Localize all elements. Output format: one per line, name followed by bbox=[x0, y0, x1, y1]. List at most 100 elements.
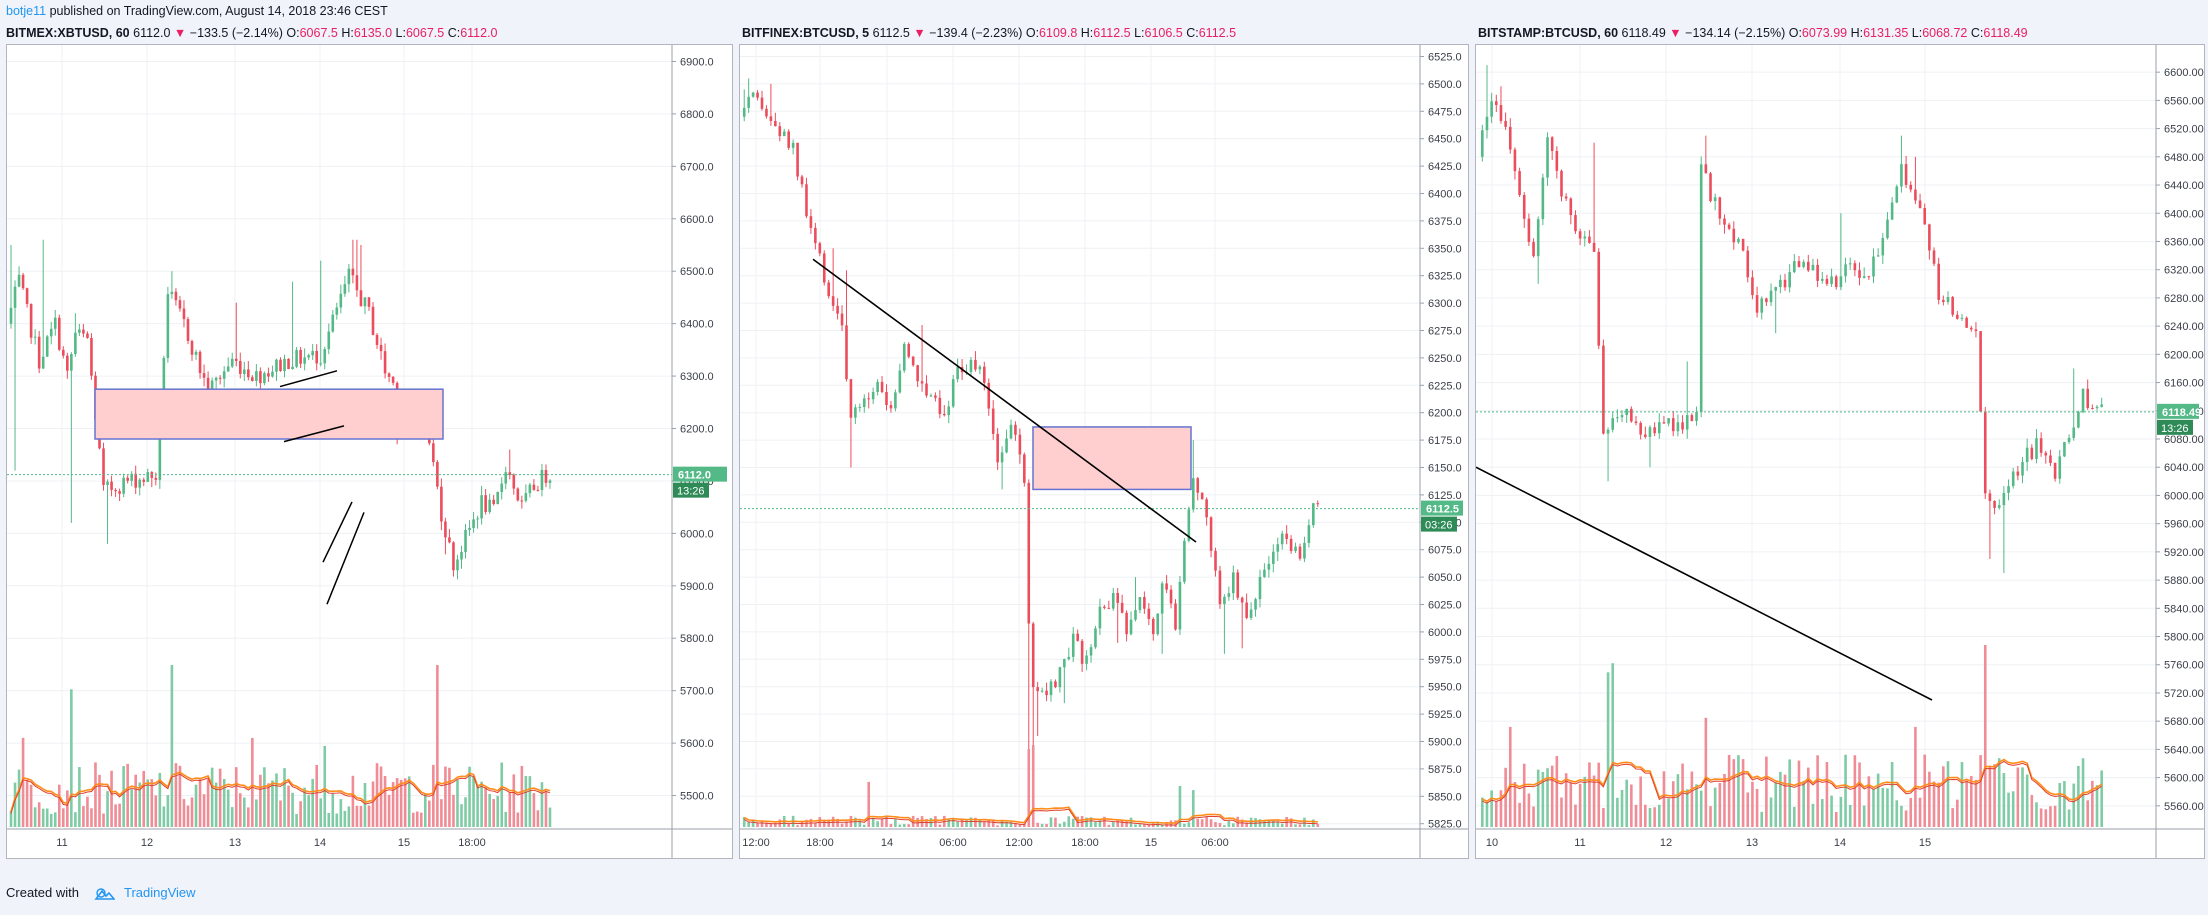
candle-body bbox=[13, 286, 17, 308]
y-tick-label: 5925.0 bbox=[1428, 709, 1462, 721]
chart-area[interactable]: 6600.00 6560.00 6520.00 6480.00 6440.00 6400.… bbox=[1475, 44, 2205, 859]
volume-bar bbox=[271, 780, 274, 827]
candle-body bbox=[1018, 434, 1022, 455]
volume-bar bbox=[774, 822, 777, 827]
candle-body bbox=[1741, 238, 1745, 251]
volume-bar bbox=[1049, 817, 1053, 827]
candle-body bbox=[1816, 264, 1819, 281]
y-tick-label: 6425.0 bbox=[1428, 161, 1462, 173]
candle-body bbox=[1611, 418, 1615, 430]
symbol-name[interactable]: BITSTAMP:BTCUSD, 60 bbox=[1478, 26, 1619, 40]
candle-body bbox=[818, 243, 822, 254]
volume-bar bbox=[210, 767, 214, 827]
volume-bar bbox=[182, 799, 186, 827]
candle-body bbox=[1657, 422, 1661, 434]
candle-body bbox=[2091, 407, 2094, 409]
volume-bar bbox=[1681, 763, 1684, 827]
candle-body bbox=[279, 359, 282, 371]
x-tick-label: 11 bbox=[1574, 837, 1585, 849]
volume-bar bbox=[49, 813, 53, 827]
low-label: L: bbox=[1134, 26, 1145, 40]
candle-body bbox=[21, 274, 25, 289]
trend-line bbox=[279, 370, 338, 388]
volume-bar bbox=[1816, 755, 1819, 827]
candle-body bbox=[1209, 517, 1213, 551]
candle-body bbox=[291, 366, 294, 370]
volume-bar bbox=[74, 812, 77, 827]
candle-body bbox=[1956, 314, 1959, 319]
y-tick-label: 5500.0 bbox=[680, 791, 714, 803]
volume-bar bbox=[379, 766, 383, 827]
candle-body bbox=[1125, 612, 1128, 635]
candle-body bbox=[1634, 421, 1638, 423]
volume-bar bbox=[456, 779, 459, 827]
candle-body bbox=[2011, 471, 2015, 487]
volume-bar bbox=[1932, 781, 1936, 827]
y-tick-label: 5960.00 bbox=[2164, 519, 2204, 531]
candle-body bbox=[146, 472, 150, 482]
volume-bar bbox=[1147, 824, 1151, 827]
chart-area[interactable]: 6525.0 6500.0 6475.0 6450.0 6425.0 6400.0 6375… bbox=[739, 44, 1469, 859]
candle-body bbox=[916, 365, 919, 382]
candle-body bbox=[1755, 295, 1759, 313]
symbol-name[interactable]: BITMEX:XBTUSD, 60 bbox=[6, 26, 130, 40]
candle-body bbox=[862, 398, 866, 408]
candle-body bbox=[1307, 525, 1311, 543]
tradingview-link[interactable]: TradingView bbox=[124, 885, 196, 900]
volume-bar bbox=[1881, 787, 1885, 827]
volume-bar bbox=[1298, 824, 1302, 827]
volume-bar bbox=[1522, 763, 1526, 827]
volume-bar bbox=[1058, 823, 1062, 827]
candle-body bbox=[1071, 633, 1075, 657]
volume-bar bbox=[1597, 762, 1601, 827]
volume-bar bbox=[243, 797, 246, 827]
volume-bar bbox=[464, 797, 467, 827]
volume-bar bbox=[218, 768, 222, 827]
candle-body bbox=[110, 481, 113, 490]
volume-bar bbox=[2095, 785, 2099, 827]
volume-bar bbox=[488, 793, 491, 827]
y-tick-label: 6400.00 bbox=[2164, 208, 2204, 220]
candle-body bbox=[1067, 656, 1071, 660]
y-tick-label: 6520.00 bbox=[2164, 124, 2204, 136]
volume-bar bbox=[504, 811, 508, 827]
volume-bar bbox=[102, 813, 105, 827]
price-chart[interactable]: 6900.0 6800.0 6700.0 6600.0 6500.0 6400.0 6300… bbox=[7, 45, 732, 858]
candle-body bbox=[1928, 224, 1931, 251]
candle-body bbox=[947, 406, 951, 416]
volume-bar bbox=[1774, 782, 1778, 827]
volume-bar bbox=[540, 782, 544, 827]
author-link[interactable]: botje11 bbox=[6, 4, 47, 18]
volume-ma-line bbox=[10, 771, 551, 812]
y-tick-label: 5900.0 bbox=[680, 581, 714, 593]
candle-body bbox=[2063, 442, 2066, 457]
volume-bar bbox=[1280, 823, 1284, 827]
y-tick-label: 5880.00 bbox=[2164, 575, 2204, 587]
close-value: 6112.5 bbox=[1198, 26, 1237, 40]
x-tick-label: 06:00 bbox=[939, 837, 967, 849]
volume-bar bbox=[1254, 817, 1257, 827]
volume-bar bbox=[1862, 805, 1866, 827]
y-tick-label: 6125.0 bbox=[1428, 490, 1462, 502]
candle-body bbox=[363, 297, 367, 307]
volume-bar bbox=[1755, 788, 1759, 827]
y-tick-label: 6300.0 bbox=[1428, 298, 1462, 310]
candle-body bbox=[243, 369, 246, 374]
candle-body bbox=[512, 474, 516, 489]
candle-body bbox=[1120, 602, 1124, 613]
volume-bar bbox=[37, 802, 41, 827]
volume-bar bbox=[845, 821, 848, 827]
volume-bar bbox=[174, 763, 178, 827]
volume-bar bbox=[13, 782, 17, 827]
candle-body bbox=[747, 96, 750, 108]
candle-body bbox=[1904, 164, 1908, 185]
candle-body bbox=[1858, 270, 1861, 278]
price-chart[interactable]: 6600.00 6560.00 6520.00 6480.00 6440.00 6400.… bbox=[1476, 45, 2204, 858]
volume-bar bbox=[1151, 823, 1155, 827]
chart-area[interactable]: 6900.0 6800.0 6700.0 6600.0 6500.0 6400.0 6300… bbox=[6, 44, 733, 859]
price-chart[interactable]: 6525.0 6500.0 6475.0 6450.0 6425.0 6400.0 6375… bbox=[740, 45, 1468, 858]
candle-body bbox=[1107, 607, 1111, 609]
volume-bar bbox=[885, 816, 888, 827]
volume-bar bbox=[1227, 820, 1231, 827]
symbol-name[interactable]: BITFINEX:BTCUSD, 5 bbox=[742, 26, 870, 40]
